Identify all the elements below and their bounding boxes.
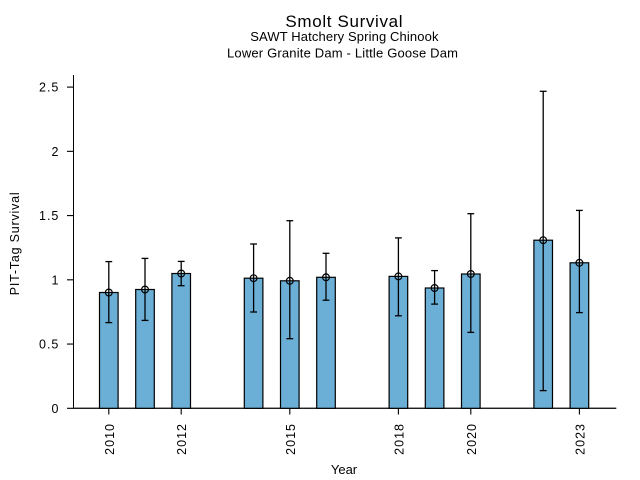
svg-text:0: 0 [51,402,59,416]
svg-text:Smolt Survival: Smolt Survival [285,12,403,31]
svg-text:Lower Granite Dam - Little Goo: Lower Granite Dam - Little Goose Dam [227,46,458,61]
svg-text:PIT-Tag Survival: PIT-Tag Survival [8,191,22,295]
svg-text:2: 2 [51,145,59,159]
svg-text:2018: 2018 [392,423,406,455]
svg-text:2015: 2015 [284,423,298,455]
svg-text:2010: 2010 [103,423,117,455]
svg-text:1.5: 1.5 [39,209,59,223]
svg-text:0.5: 0.5 [39,338,59,352]
svg-text:Year: Year [331,462,358,477]
svg-text:SAWT Hatchery Spring Chinook: SAWT Hatchery Spring Chinook [250,29,439,44]
svg-text:2020: 2020 [465,423,479,455]
svg-text:2012: 2012 [175,423,189,455]
svg-text:2023: 2023 [573,423,587,455]
svg-text:1: 1 [51,273,59,287]
svg-text:2.5: 2.5 [39,81,59,95]
